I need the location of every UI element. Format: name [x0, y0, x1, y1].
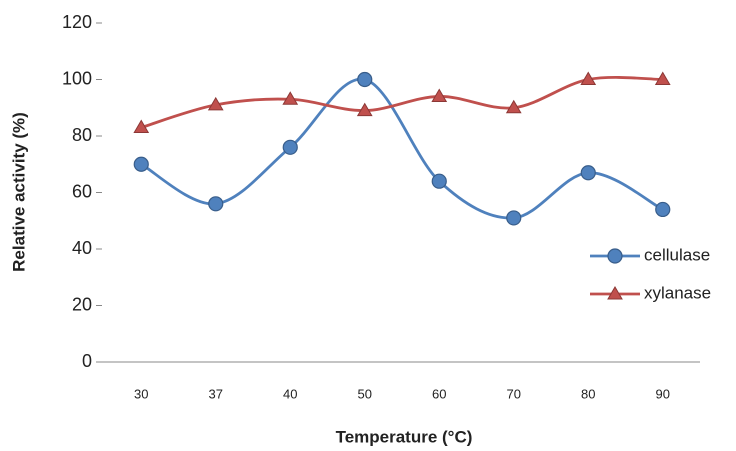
- data-point: [580, 165, 596, 181]
- data-point: [357, 71, 373, 88]
- x-tick-label: 60: [432, 386, 446, 401]
- x-tick-label: 40: [283, 386, 297, 401]
- legend-marker: [607, 286, 623, 300]
- data-point: [655, 201, 671, 218]
- x-tick-label: 70: [507, 386, 521, 401]
- x-tick-label: 90: [656, 386, 670, 401]
- y-tick-label: 60: [72, 181, 92, 201]
- x-tick-label: 50: [358, 386, 372, 401]
- y-tick-label: 80: [72, 125, 92, 145]
- data-point: [282, 91, 299, 105]
- x-tick-label: 30: [134, 386, 148, 401]
- data-point: [505, 99, 522, 114]
- x-axis-title: Temperature (°C): [336, 427, 473, 446]
- data-point: [580, 71, 597, 85]
- y-tick-label: 100: [62, 68, 92, 88]
- legend-label: xylanase: [644, 283, 711, 302]
- y-tick-label: 40: [72, 238, 92, 258]
- y-tick-label: 120: [62, 12, 92, 32]
- data-point: [356, 102, 373, 117]
- y-tick-label: 0: [82, 351, 92, 371]
- data-point: [506, 210, 522, 226]
- legend-marker: [607, 248, 623, 264]
- data-point: [282, 139, 298, 155]
- data-point: [431, 88, 448, 102]
- data-point: [208, 196, 224, 212]
- data-point: [207, 96, 224, 111]
- x-tick-label: 37: [209, 386, 223, 401]
- data-point: [431, 173, 447, 189]
- series-line: [140, 76, 663, 129]
- data-point: [133, 156, 149, 172]
- y-axis-title: Relative activity (%): [9, 112, 28, 272]
- data-point: [133, 119, 150, 134]
- data-point: [654, 71, 671, 85]
- series-line: [140, 77, 664, 220]
- legend-label: cellulase: [644, 245, 710, 264]
- y-tick-label: 20: [72, 294, 92, 314]
- x-tick-label: 80: [581, 386, 595, 401]
